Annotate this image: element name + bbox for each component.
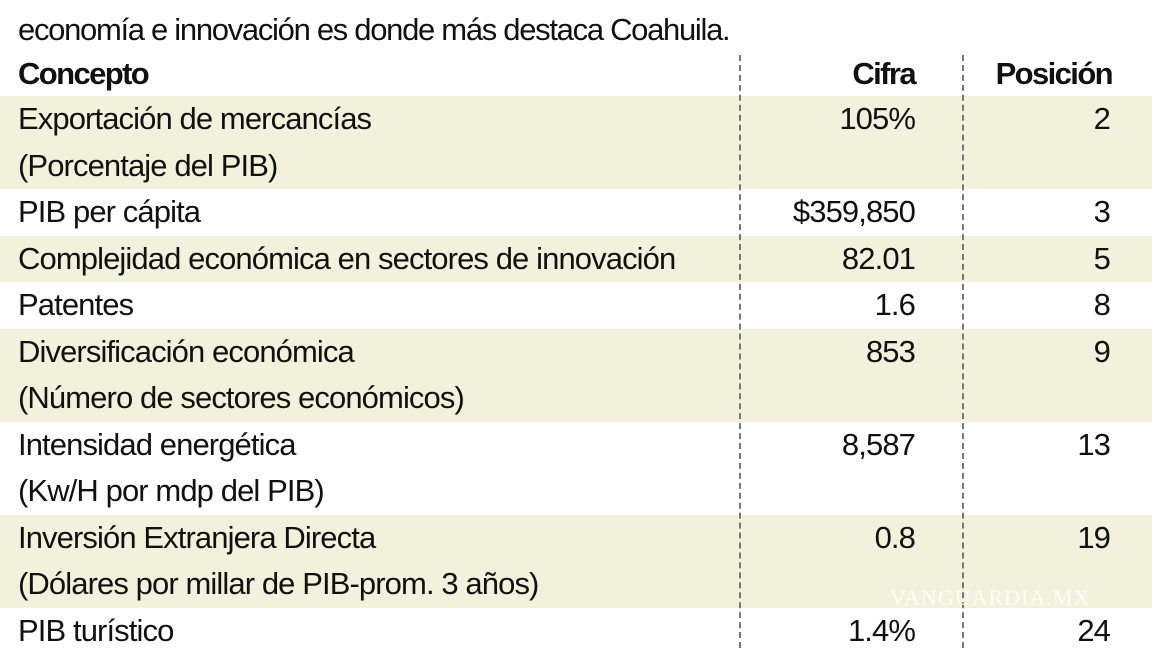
cell-concepto: Complejidad económica en sectores de inn… [0,236,740,283]
cell-posicion: 8 [963,282,1152,329]
cell-cifra: $359,850 [740,189,963,236]
concepto-label: Patentes [18,282,740,329]
cell-posicion: 3 [963,189,1152,236]
cell-concepto: Exportación de mercancías(Porcentaje del… [0,96,740,189]
cell-concepto: Intensidad energética(Kw/H por mdp del P… [0,422,740,515]
watermark: VANGUARDIA.MX [890,585,1090,611]
cell-cifra: 8,587 [740,422,963,515]
cell-cifra: 1.4% [740,608,963,654]
cell-concepto: PIB turístico [0,608,740,654]
cell-cifra: 105% [740,96,963,189]
data-table: Concepto Cifra Posición Exportación de m… [0,52,1152,654]
cell-concepto: Patentes [0,282,740,329]
concepto-detail: (Dólares por millar de PIB-prom. 3 años) [18,561,740,608]
cell-concepto: PIB per cápita [0,189,740,236]
cell-concepto: Inversión Extranjera Directa(Dólares por… [0,515,740,608]
concepto-detail: (Porcentaje del PIB) [18,143,740,190]
concepto-label: Complejidad económica en sectores de inn… [18,236,740,283]
cell-posicion: 5 [963,236,1152,283]
header-cifra: Cifra [740,52,963,96]
intro-text: economía e innovación es donde más desta… [18,8,729,52]
cell-cifra: 1.6 [740,282,963,329]
table-row: Diversificación económica(Número de sect… [0,329,1152,422]
cell-concepto: Diversificación económica(Número de sect… [0,329,740,422]
concepto-label: Intensidad energética [18,422,740,469]
cell-cifra: 853 [740,329,963,422]
cell-posicion: 2 [963,96,1152,189]
concepto-detail: (Kw/H por mdp del PIB) [18,468,740,515]
cell-cifra: 82.01 [740,236,963,283]
concepto-label: Exportación de mercancías [18,96,740,143]
table-header: Concepto Cifra Posición [0,52,1152,96]
table-row: Intensidad energética(Kw/H por mdp del P… [0,422,1152,515]
concepto-label: Diversificación económica [18,329,740,376]
table-row: Complejidad económica en sectores de inn… [0,236,1152,283]
cell-posicion: 24 [963,608,1152,654]
column-divider [739,55,741,648]
column-divider [962,55,964,648]
header-posicion: Posición [963,52,1152,96]
header-concepto: Concepto [0,52,740,96]
concepto-detail: (Número de sectores económicos) [18,375,740,422]
cell-posicion: 9 [963,329,1152,422]
concepto-label: Inversión Extranjera Directa [18,515,740,562]
table-row: Exportación de mercancías(Porcentaje del… [0,96,1152,189]
concepto-label: PIB per cápita [18,189,740,236]
concepto-label: PIB turístico [18,608,740,654]
cell-posicion: 13 [963,422,1152,515]
